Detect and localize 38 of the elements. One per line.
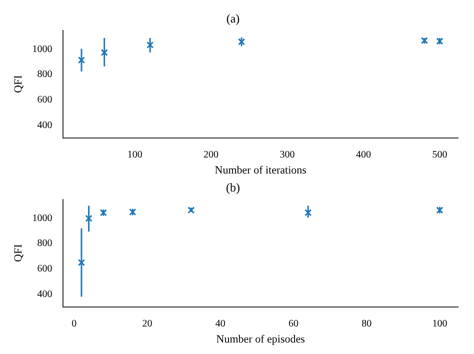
y-tick-label: 600 — [37, 94, 52, 106]
chart-title: (b) — [226, 180, 240, 194]
x-tick-label: 20 — [142, 318, 152, 330]
y-tick-label: 400 — [37, 120, 52, 131]
x-tick-label: 100 — [432, 318, 448, 330]
point — [238, 38, 246, 46]
x-axis-title: Number of episodes — [216, 333, 305, 346]
point — [304, 209, 312, 216]
point — [420, 36, 428, 44]
x-tick-label: 400 — [356, 149, 371, 160]
point — [78, 259, 86, 266]
point — [129, 208, 136, 216]
y-tick-label: 800 — [37, 69, 52, 80]
point — [436, 206, 444, 214]
point — [100, 48, 108, 56]
y-tick-label: 1000 — [32, 212, 52, 224]
chart-title: (a) — [226, 11, 240, 26]
x-tick-label: 40 — [215, 318, 226, 330]
x-tick-label: 80 — [362, 318, 372, 330]
y-axis-title: QFI — [12, 244, 24, 262]
x-tick-label: 500 — [432, 149, 448, 160]
y-axis-title: QFI — [12, 74, 24, 93]
point — [188, 206, 195, 214]
point — [100, 209, 107, 216]
y-tick-label: 800 — [37, 238, 52, 250]
point — [436, 38, 444, 45]
x-tick-label: 100 — [127, 149, 142, 160]
y-tick-label: 400 — [37, 288, 52, 300]
point — [78, 56, 86, 64]
x-tick-label: 0 — [72, 318, 77, 330]
x-tick-label: 60 — [288, 318, 298, 330]
x-tick-label: 200 — [204, 149, 219, 160]
x-axis-title: Number of iterations — [214, 164, 306, 176]
y-tick-label: 1000 — [32, 44, 52, 55]
y-tick-label: 600 — [37, 264, 52, 275]
point — [85, 214, 92, 222]
x-tick-label: 300 — [280, 149, 295, 160]
point — [146, 41, 154, 49]
